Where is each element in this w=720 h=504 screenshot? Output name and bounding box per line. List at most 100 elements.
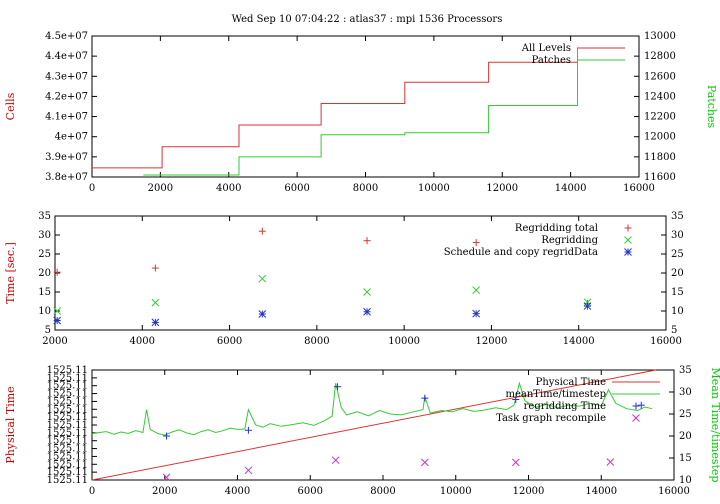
y-tick-label: 1525.11 (47, 475, 88, 486)
x-tick-label: 8000 (304, 336, 329, 347)
chart-panel-1: 0 2000 4000 6000 8000 10000 12000 14000 16000 3.8… (4, 31, 718, 194)
data-point-regridding (258, 274, 267, 283)
legend-marker (624, 236, 632, 244)
legend-label: Patches (532, 55, 571, 66)
y2-tick-label: 30 (679, 387, 692, 398)
y-tick-label: 5 (45, 325, 51, 336)
x-tick-label: 4000 (130, 336, 155, 347)
x-tick-label: 12000 (476, 336, 508, 347)
data-point-regridding-total (258, 227, 266, 235)
data-point-schedule-and-copy-regriddata (583, 302, 592, 310)
y2-tick-label: 12600 (644, 71, 676, 82)
y-tick-label: 4.2e+07 (45, 91, 88, 102)
y-tick-label: 1525.11 (47, 467, 88, 478)
chart-panel-2: 2000 4000 6000 8000 10000 12000 14000 160005101… (4, 211, 684, 347)
x-tick-label: 2000 (152, 486, 177, 497)
legend-label: All Levels (521, 43, 571, 54)
x-tick-label: 12000 (513, 486, 545, 497)
y2-tick-label: 10 (671, 306, 684, 317)
y-tick-label: 1525.11 (47, 373, 88, 384)
marker-stroke (472, 309, 481, 318)
data-point-regridding-time (512, 395, 520, 403)
y-tick-label: 1525.11 (47, 420, 88, 431)
data-point-schedule-and-copy-regriddata (53, 316, 62, 325)
marker-stroke (151, 298, 160, 307)
y2-tick-label: 30 (671, 230, 684, 241)
legend-label: meanTime/timestep (505, 389, 606, 400)
marker-stroke (258, 274, 267, 283)
data-point-schedule-and-copy-regriddata (258, 310, 267, 318)
y-tick-label: 1525.11 (47, 404, 88, 415)
data-point-regridding (583, 298, 592, 307)
x-tick-label: 8000 (353, 183, 378, 194)
y-tick-label: 3.9e+07 (45, 152, 88, 163)
marker-stroke (472, 286, 481, 294)
y-tick-label: 20 (38, 268, 51, 279)
y-tick-label: 4.4e+07 (45, 51, 88, 62)
y2-tick-label: 35 (679, 365, 692, 376)
y-axis-label: Cells (4, 92, 17, 120)
legend-label: Regridding total (515, 223, 598, 234)
marker-stroke (244, 466, 253, 475)
y-tick-label: 25 (38, 249, 51, 260)
y-axis-label: Time [sec.] (4, 242, 17, 304)
data-point-regridding-total (363, 237, 371, 245)
y2-tick-label: 15 (679, 453, 692, 464)
legend-label: regridding Time (524, 401, 606, 412)
marker-stroke (363, 307, 371, 316)
y-tick-label: 4.1e+07 (45, 112, 88, 123)
data-point-regridding-time (637, 401, 645, 409)
y2-tick-label: 12000 (644, 132, 676, 143)
data-point-task-graph-recompile (606, 458, 615, 466)
y-tick-label: 10 (38, 306, 51, 317)
y2-tick-label: 13000 (644, 31, 676, 42)
y-tick-label: 1525.11 (47, 365, 88, 376)
x-tick-label: 0 (89, 183, 95, 194)
x-tick-label: 10000 (388, 336, 420, 347)
chart-title: Wed Sep 10 07:04:22 : atlas37 : mpi 1536… (232, 14, 503, 25)
legend-marker (632, 414, 640, 422)
y2-tick-label: 11600 (644, 172, 676, 183)
y-tick-label: 1525.11 (47, 451, 88, 462)
x-tick-label: 10000 (440, 486, 472, 497)
y2-tick-label: 15 (671, 287, 684, 298)
x-tick-label: 0 (89, 486, 95, 497)
charts-layer: 0 2000 4000 6000 8000 10000 12000 14000 16000 3.8… (4, 31, 720, 497)
data-point-regridding-total (53, 268, 61, 276)
marker-stroke (511, 458, 520, 467)
y2-tick-label: 11800 (644, 152, 676, 163)
marker-stroke (53, 307, 62, 315)
x-tick-label: 14000 (555, 183, 587, 194)
y2-axis-label: Mean Time/timestep (709, 368, 720, 483)
marker-stroke (331, 456, 340, 465)
data-point-regridding (53, 307, 62, 315)
data-point-regridding-time (334, 383, 342, 391)
y-tick-label: 1525.11 (47, 396, 88, 407)
y-tick-label: 1525.11 (47, 389, 88, 400)
y-axis-label: Physical Time (4, 386, 17, 463)
y2-tick-label: 20 (671, 268, 684, 279)
marker-stroke (583, 302, 592, 310)
legend-label: Regridding (541, 235, 598, 246)
data-point-task-graph-recompile (331, 456, 340, 465)
y-tick-label: 1525.11 (47, 444, 88, 455)
x-tick-label: 6000 (284, 183, 309, 194)
x-tick-label: 6000 (298, 486, 323, 497)
x-tick-label: 10000 (418, 183, 450, 194)
data-point-regridding-time (244, 426, 252, 434)
y2-tick-label: 10 (679, 475, 692, 486)
y-tick-label: 3.8e+07 (45, 172, 88, 183)
data-point-schedule-and-copy-regriddata (472, 309, 481, 318)
y2-tick-label: 12800 (644, 51, 676, 62)
marker-stroke (53, 316, 62, 325)
data-point-regridding-total (472, 239, 480, 247)
marker-stroke (151, 318, 160, 327)
x-tick-label: 14000 (585, 486, 617, 497)
data-point-regridding (151, 298, 160, 307)
x-tick-label: 6000 (217, 336, 242, 347)
y-tick-label: 4.3e+07 (45, 71, 88, 82)
x-tick-label: 12000 (486, 183, 518, 194)
x-tick-label: 4000 (216, 183, 241, 194)
series-line-all-levels (92, 61, 578, 169)
data-point-regridding (472, 286, 481, 294)
